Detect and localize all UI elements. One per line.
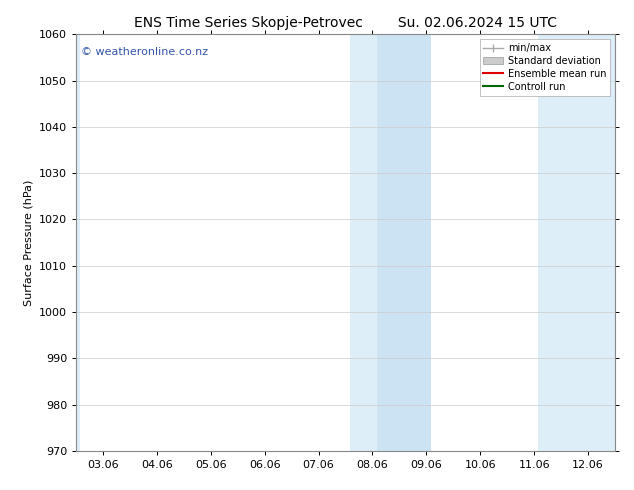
Bar [538, 34, 566, 451]
Bar [76, 34, 81, 451]
Bar [350, 34, 377, 451]
Legend: min/max, Standard deviation, Ensemble mean run, Controll run: min/max, Standard deviation, Ensemble me… [479, 39, 610, 96]
Y-axis label: Surface Pressure (hPa): Surface Pressure (hPa) [23, 179, 34, 306]
Bar [377, 34, 430, 451]
Bar [566, 34, 615, 451]
Text: © weatheronline.co.nz: © weatheronline.co.nz [81, 47, 209, 57]
Title: ENS Time Series Skopje-Petrovec        Su. 02.06.2024 15 UTC: ENS Time Series Skopje-Petrovec Su. 02.0… [134, 16, 557, 30]
